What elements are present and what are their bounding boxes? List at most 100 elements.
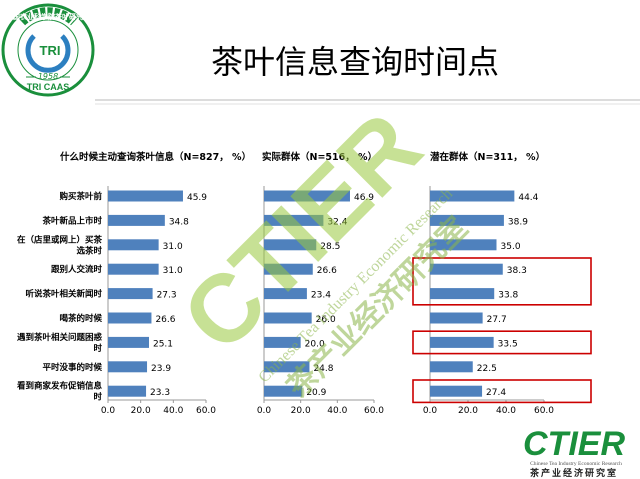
data-label: 25.1 xyxy=(153,339,173,349)
chart-panel-potential: 潜在群体（N=311， %） 0.0 20.0 40.0 60.0 44.4 38.9 35.… xyxy=(412,151,592,416)
bar xyxy=(264,361,310,373)
data-label: 31.0 xyxy=(163,266,183,276)
category-label: 时 xyxy=(93,343,102,354)
data-label: 20.9 xyxy=(306,388,326,398)
category-label: 购买茶叶前 xyxy=(58,191,102,202)
bar xyxy=(108,288,153,300)
category-label: 看到商家发布促销信息 xyxy=(16,381,103,392)
data-label: 31.0 xyxy=(163,242,183,252)
data-label: 22.5 xyxy=(477,364,497,374)
data-label: 35.0 xyxy=(501,242,521,252)
bar xyxy=(108,263,159,275)
x-tick-label: 60.0 xyxy=(196,406,216,416)
data-label: 23.3 xyxy=(150,388,170,398)
bar xyxy=(264,312,312,324)
data-label: 44.4 xyxy=(518,193,538,203)
data-label: 46.9 xyxy=(354,193,374,203)
x-tick-label: 60.0 xyxy=(364,406,384,416)
bar xyxy=(108,312,152,324)
footer-logo-english: Chinese Tea Industry Economic Research xyxy=(530,461,622,467)
data-label: 26.6 xyxy=(317,266,337,276)
bar xyxy=(430,385,483,397)
logo-bottom-text: TRI CAAS xyxy=(27,82,70,92)
bar xyxy=(264,288,307,300)
x-tick-label: 60.0 xyxy=(534,406,554,416)
logo-center-text: TRI xyxy=(40,43,61,58)
bar xyxy=(264,336,301,348)
data-label: 27.7 xyxy=(487,315,507,325)
bar xyxy=(264,385,303,397)
bar xyxy=(264,214,324,226)
bar xyxy=(264,263,313,275)
data-label: 38.3 xyxy=(507,266,527,276)
footer-logo-mark: CTIER xyxy=(523,425,625,463)
chart-title: 什么时候主动查询茶叶信息（N=827， %） xyxy=(60,151,251,163)
data-label: 24.8 xyxy=(313,364,333,374)
x-tick-label: 0.0 xyxy=(101,406,116,416)
header-separator xyxy=(95,99,640,105)
category-label: 跟别人交流时 xyxy=(51,264,103,275)
logo-ring-text: 中国农业科学院茶叶研究所 xyxy=(6,12,90,21)
bar xyxy=(108,214,165,226)
data-label: 23.4 xyxy=(311,291,331,301)
category-label: 在（店里或网上）买茶 xyxy=(17,234,103,245)
data-label: 27.4 xyxy=(486,388,506,398)
data-label: 34.8 xyxy=(169,217,189,227)
highlight-box xyxy=(412,330,592,355)
x-tick-label: 40.0 xyxy=(163,406,183,416)
bar xyxy=(264,190,350,202)
data-label: 20.0 xyxy=(305,339,325,349)
data-label: 28.5 xyxy=(320,242,340,252)
category-label: 听说茶叶相关新闻时 xyxy=(25,289,102,300)
bar xyxy=(430,288,495,300)
data-label: 26.6 xyxy=(155,315,175,325)
bar xyxy=(430,239,497,251)
ctier-footer-logo: CTIER Chinese Tea Industry Economic Rese… xyxy=(523,425,625,479)
data-label: 32.4 xyxy=(327,217,347,227)
logo-year: 1958 xyxy=(38,72,58,81)
x-tick-label: 20.0 xyxy=(291,406,311,416)
category-label: 喝茶的时候 xyxy=(59,313,102,324)
data-label: 26.0 xyxy=(316,315,336,325)
category-label: 平时没事的时候 xyxy=(42,362,102,373)
bar xyxy=(430,336,494,348)
x-tick-label: 40.0 xyxy=(496,406,516,416)
highlight-box xyxy=(412,379,592,404)
watermark: CTIER Chinese Tea Industry Economic Rese… xyxy=(162,92,475,405)
x-tick-label: 0.0 xyxy=(423,406,438,416)
bar xyxy=(264,239,317,251)
bar xyxy=(108,361,148,373)
bar xyxy=(108,239,159,251)
chart-title: 实际群体（N=516， %） xyxy=(262,151,377,163)
data-label: 23.9 xyxy=(151,364,171,374)
data-label: 33.5 xyxy=(498,339,518,349)
bar xyxy=(430,263,503,275)
data-label: 27.3 xyxy=(157,291,177,301)
category-label: 遇到茶叶相关问题困惑 xyxy=(17,332,103,343)
x-tick-label: 40.0 xyxy=(327,406,347,416)
bar xyxy=(430,190,515,202)
bar xyxy=(108,385,147,397)
x-tick-label: 0.0 xyxy=(257,406,272,416)
data-label: 45.9 xyxy=(187,193,207,203)
bar xyxy=(108,336,149,348)
x-tick-label: 20.0 xyxy=(131,406,151,416)
tri-caas-logo: 中国农业科学院茶叶研究所 TRI 1958 TRI CAAS xyxy=(1,3,95,97)
footer-logo-chinese: 茶产业经济研究室 xyxy=(529,467,618,479)
data-label: 38.9 xyxy=(508,217,528,227)
highlight-box xyxy=(412,257,592,306)
category-label: 时 xyxy=(93,392,102,403)
bar xyxy=(430,312,483,324)
logo-c-mark-icon xyxy=(25,34,71,73)
chart-panel-all: 什么时候主动查询茶叶信息（N=827， %） 0.0 20.0 40.0 60.0 45.… xyxy=(16,151,251,416)
category-label: 茶叶新品上市时 xyxy=(41,215,102,226)
data-label: 33.8 xyxy=(498,291,518,301)
category-label: 选茶时 xyxy=(76,245,102,256)
x-tick-label: 20.0 xyxy=(458,406,478,416)
bar xyxy=(430,214,504,226)
bar xyxy=(108,190,183,202)
chart-panel-actual: 实际群体（N=516， %） 0.0 20.0 40.0 60.0 46.9 32.4 28.… xyxy=(257,151,384,416)
bar xyxy=(430,361,473,373)
chart-title: 潜在群体（N=311， %） xyxy=(430,151,545,163)
